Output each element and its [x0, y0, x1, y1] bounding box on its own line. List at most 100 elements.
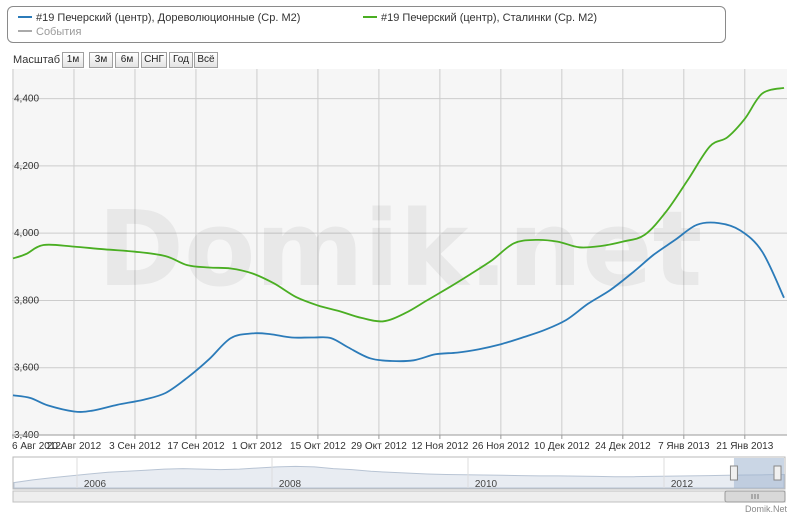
- series-2-point[interactable]: [622, 241, 624, 243]
- events-swatch-icon: [18, 30, 32, 33]
- series-2-point[interactable]: [104, 248, 106, 250]
- series-2-point[interactable]: [134, 251, 136, 253]
- series-1-point[interactable]: [674, 239, 676, 241]
- series-1-point[interactable]: [761, 251, 763, 253]
- series-1-point[interactable]: [478, 348, 480, 350]
- series-1-point[interactable]: [30, 397, 32, 399]
- series-1-point[interactable]: [740, 230, 742, 232]
- y-tick-label: 4,400: [14, 94, 39, 105]
- series-2-point[interactable]: [317, 305, 319, 307]
- x-tick-label: 1 Окт 2012: [232, 441, 283, 452]
- series-2-point[interactable]: [73, 246, 75, 248]
- series-1-point[interactable]: [269, 333, 271, 335]
- navigator[interactable]: 2006 2008 2010 2012: [12, 456, 786, 503]
- series-line-1[interactable]: [12, 221, 785, 413]
- navigator-year-label: 2010: [475, 479, 498, 490]
- series-1-point[interactable]: [565, 319, 567, 321]
- series-2-point[interactable]: [761, 93, 763, 95]
- zoom-button-3m[interactable]: 3м: [89, 52, 113, 68]
- series-2-point[interactable]: [665, 210, 667, 212]
- series-1-point[interactable]: [117, 404, 119, 406]
- series-2-point[interactable]: [273, 283, 275, 285]
- series-2-point[interactable]: [709, 146, 711, 148]
- series-1-point[interactable]: [500, 343, 502, 345]
- series-2-point[interactable]: [600, 245, 602, 247]
- series-2-point[interactable]: [404, 312, 406, 314]
- series-2-point[interactable]: [426, 300, 428, 302]
- legend-item-series1[interactable]: #19 Печерский (центр), Дореволюционные (…: [18, 12, 300, 25]
- zoom-button-year[interactable]: Год: [169, 52, 193, 68]
- series-1-point[interactable]: [348, 347, 350, 349]
- series-1-point[interactable]: [12, 394, 14, 396]
- series-2-point[interactable]: [43, 244, 45, 246]
- series-1-point[interactable]: [165, 392, 167, 394]
- series-1-point[interactable]: [413, 359, 415, 361]
- zoom-button-1m[interactable]: 1м: [62, 52, 84, 68]
- series-1-point[interactable]: [208, 358, 210, 360]
- series-1-point[interactable]: [252, 333, 254, 335]
- series-1-point[interactable]: [291, 337, 293, 339]
- series-1-point[interactable]: [73, 411, 75, 413]
- series-1-point[interactable]: [522, 337, 524, 339]
- series-1-point[interactable]: [230, 337, 232, 339]
- credit-link[interactable]: Domik.Net: [745, 504, 788, 514]
- zoom-button-all[interactable]: Всё: [194, 52, 218, 68]
- series-layer: [12, 87, 785, 413]
- series-1-point[interactable]: [330, 337, 332, 339]
- series-2-point[interactable]: [557, 241, 559, 243]
- series-2-point[interactable]: [491, 259, 493, 261]
- series-2-point[interactable]: [469, 273, 471, 275]
- series-1-point[interactable]: [783, 297, 785, 299]
- navigator-year-label: 2008: [279, 479, 302, 490]
- series-2-point[interactable]: [687, 178, 689, 180]
- series-2-point[interactable]: [230, 268, 232, 270]
- series-line-2[interactable]: [12, 87, 785, 323]
- series-2-point[interactable]: [339, 310, 341, 312]
- series-2-point[interactable]: [513, 242, 515, 244]
- series-1-point[interactable]: [609, 289, 611, 291]
- series-2-point[interactable]: [448, 287, 450, 289]
- series-2-point[interactable]: [12, 258, 14, 260]
- series-1-point[interactable]: [696, 224, 698, 226]
- series-2-point[interactable]: [25, 253, 27, 255]
- series-1-point[interactable]: [456, 352, 458, 354]
- scrollbar-track[interactable]: [12, 490, 786, 503]
- legend-item-series2[interactable]: #19 Печерский (центр), Сталинки (Ср. М2): [363, 12, 597, 25]
- series-1-point[interactable]: [544, 329, 546, 331]
- series-2-point[interactable]: [165, 255, 167, 257]
- series-1-point[interactable]: [91, 410, 93, 412]
- zoom-label: Масштаб: [13, 54, 61, 66]
- vertical-grid: [12, 69, 746, 435]
- series-1-point[interactable]: [47, 405, 49, 407]
- navigator-left-handle[interactable]: [729, 465, 738, 481]
- series-1-point[interactable]: [435, 353, 437, 355]
- series-2-point[interactable]: [744, 118, 746, 120]
- series-1-point[interactable]: [143, 399, 145, 401]
- series-1-point[interactable]: [391, 360, 393, 362]
- series-2-point[interactable]: [208, 267, 210, 269]
- series-1-point[interactable]: [718, 222, 720, 224]
- series-2-point[interactable]: [186, 264, 188, 266]
- series-2-point[interactable]: [252, 273, 254, 275]
- navigator-year-label: 2012: [671, 479, 694, 490]
- series-2-point[interactable]: [578, 246, 580, 248]
- series-2-point[interactable]: [535, 239, 537, 241]
- series-2-point[interactable]: [726, 136, 728, 138]
- series-2-point[interactable]: [644, 234, 646, 236]
- series-1-point[interactable]: [313, 337, 315, 339]
- series-2-point[interactable]: [783, 87, 785, 89]
- series-1-point[interactable]: [631, 273, 633, 275]
- zoom-button-6m[interactable]: 6м: [115, 52, 139, 68]
- legend-item-events[interactable]: События: [18, 26, 81, 39]
- series-2-point[interactable]: [295, 296, 297, 298]
- series-1-point[interactable]: [186, 377, 188, 379]
- zoom-button-ytd[interactable]: СНГ: [141, 52, 167, 68]
- navigator-right-handle[interactable]: [773, 465, 782, 481]
- series-1-point[interactable]: [652, 254, 654, 256]
- legend: #19 Печерский (центр), Дореволюционные (…: [7, 6, 726, 43]
- series-1-point[interactable]: [369, 357, 371, 359]
- series-1-point[interactable]: [587, 303, 589, 305]
- series-2-point[interactable]: [382, 320, 384, 322]
- series-2-point[interactable]: [361, 317, 363, 319]
